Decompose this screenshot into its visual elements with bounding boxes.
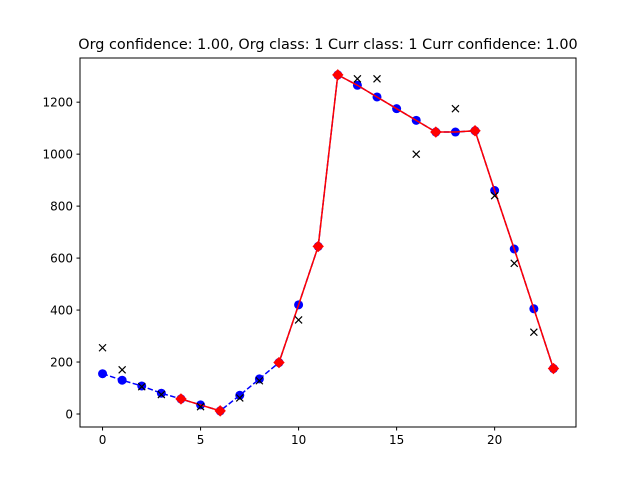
y-tick-label: 600 [50,251,73,265]
series-black-x-marker [412,150,421,159]
plot-frame [79,57,577,428]
series-black-x-marker [255,376,264,385]
series-black-x-marker [373,74,381,83]
series-black-x-marker [196,402,205,411]
y-tick-label: 200 [50,355,73,369]
x-tick-label: 15 [389,433,404,447]
series-red-point [214,405,226,417]
series-blue-point [117,375,127,385]
y-tick-label: 1000 [42,147,73,161]
series-black-x-marker [510,259,519,268]
series-blue-point [254,374,264,384]
series-red-point [273,356,285,369]
series-red-point [332,69,344,81]
series-red-point [312,240,324,253]
series-red-point [175,393,187,405]
series-black-x-marker [294,316,303,324]
series-red-line [180,398,221,412]
series-black-x-marker [451,104,460,113]
series-blue-point [235,390,245,400]
y-tick-label: 800 [50,199,73,213]
y-tick-label: 0 [65,407,73,421]
series-black-x-marker [353,74,362,83]
series-red-point [547,362,560,375]
y-tick-label: 1200 [42,95,73,109]
y-tick-label: 400 [50,303,73,317]
series-black-x-marker [118,365,127,374]
series-red-line [278,73,476,363]
series-black-x-marker [137,382,146,391]
series-black-x-marker [235,393,244,402]
x-tick-label: 5 [197,433,205,447]
series-black-x-marker [157,390,166,399]
chart-title: Org confidence: 1.00, Org class: 1 Curr … [78,37,577,53]
series-red-point [469,125,481,137]
x-tick-label: 0 [99,433,107,447]
series-black-x-marker [529,328,538,337]
x-tick-label: 10 [291,433,306,447]
series-blue-point [98,369,108,379]
series-black-x-marker [98,343,107,352]
series-red-line [474,130,555,369]
plot-marks [98,69,560,417]
series-red-point [430,126,442,138]
x-tick-label: 20 [487,433,502,447]
series-blue-point [156,388,166,398]
series-black-x-marker [490,191,499,200]
